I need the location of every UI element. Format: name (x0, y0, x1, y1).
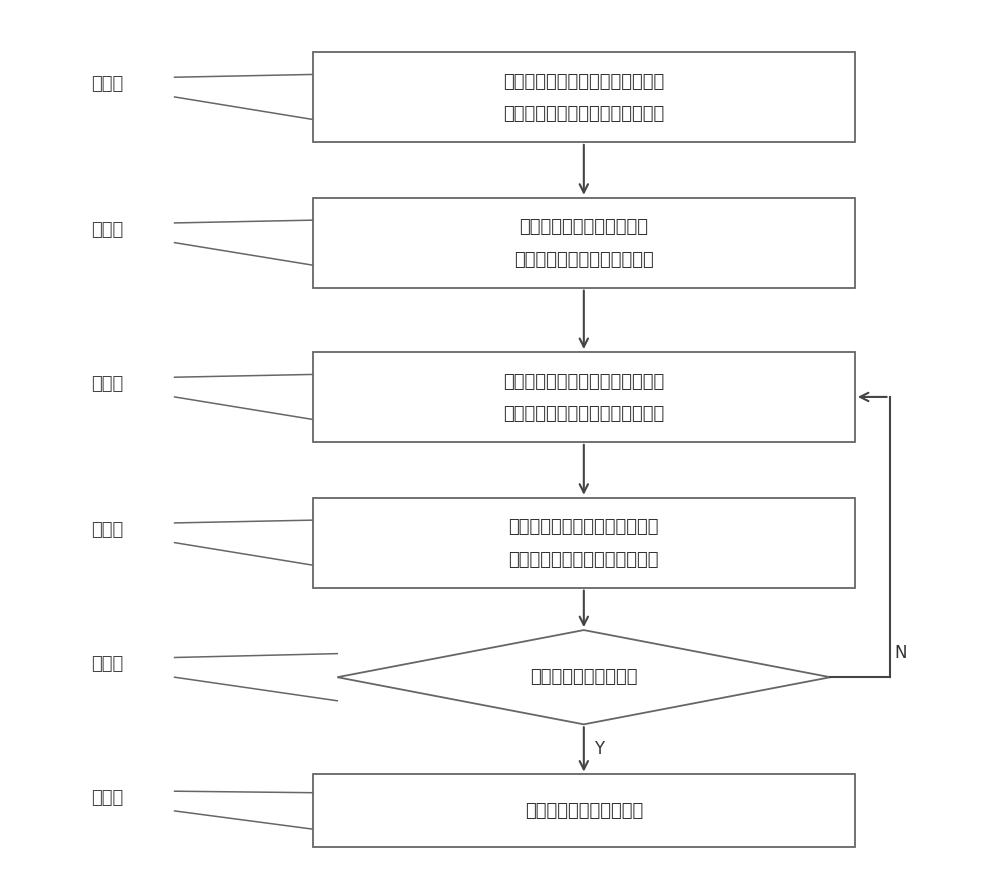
Text: 系统设定或提示受试者训练强度，: 系统设定或提示受试者训练强度， (503, 373, 664, 390)
Text: 步骤六: 步骤六 (91, 789, 123, 807)
FancyBboxPatch shape (313, 52, 855, 142)
Text: 心肺耐力指标和训练强度系数序列: 心肺耐力指标和训练强度系数序列 (503, 105, 664, 123)
Polygon shape (337, 630, 830, 725)
Text: 受试者在系统引导下开始训练，: 受试者在系统引导下开始训练， (509, 518, 659, 537)
Text: N: N (894, 644, 907, 662)
Text: 步骤四: 步骤四 (91, 521, 123, 539)
Text: 受试者登陆系统，系统关联受试者: 受试者登陆系统，系统关联受试者 (503, 72, 664, 91)
Text: 心率监测设备，做好训练准备: 心率监测设备，做好训练准备 (514, 251, 654, 269)
Text: 步骤五: 步骤五 (91, 655, 123, 673)
Text: 步骤二: 步骤二 (91, 220, 123, 239)
FancyBboxPatch shape (313, 352, 855, 442)
FancyBboxPatch shape (313, 497, 855, 588)
Text: 是否完成所有强度序列: 是否完成所有强度序列 (530, 668, 638, 686)
Text: Y: Y (594, 739, 604, 758)
FancyBboxPatch shape (313, 774, 855, 847)
Text: 系统自检，受试者正确佩戴: 系统自检，受试者正确佩戴 (519, 219, 648, 236)
Text: 步骤一: 步骤一 (91, 75, 123, 93)
Text: 并根据提示调整或保持划船动作: 并根据提示调整或保持划船动作 (509, 550, 659, 569)
Text: 训练结束，评估训练效果: 训练结束，评估训练效果 (525, 802, 643, 820)
FancyBboxPatch shape (313, 198, 855, 287)
Text: 步骤三: 步骤三 (91, 375, 123, 393)
Text: 包括功率，桨频，阻力和训练时长: 包括功率，桨频，阻力和训练时长 (503, 405, 664, 423)
